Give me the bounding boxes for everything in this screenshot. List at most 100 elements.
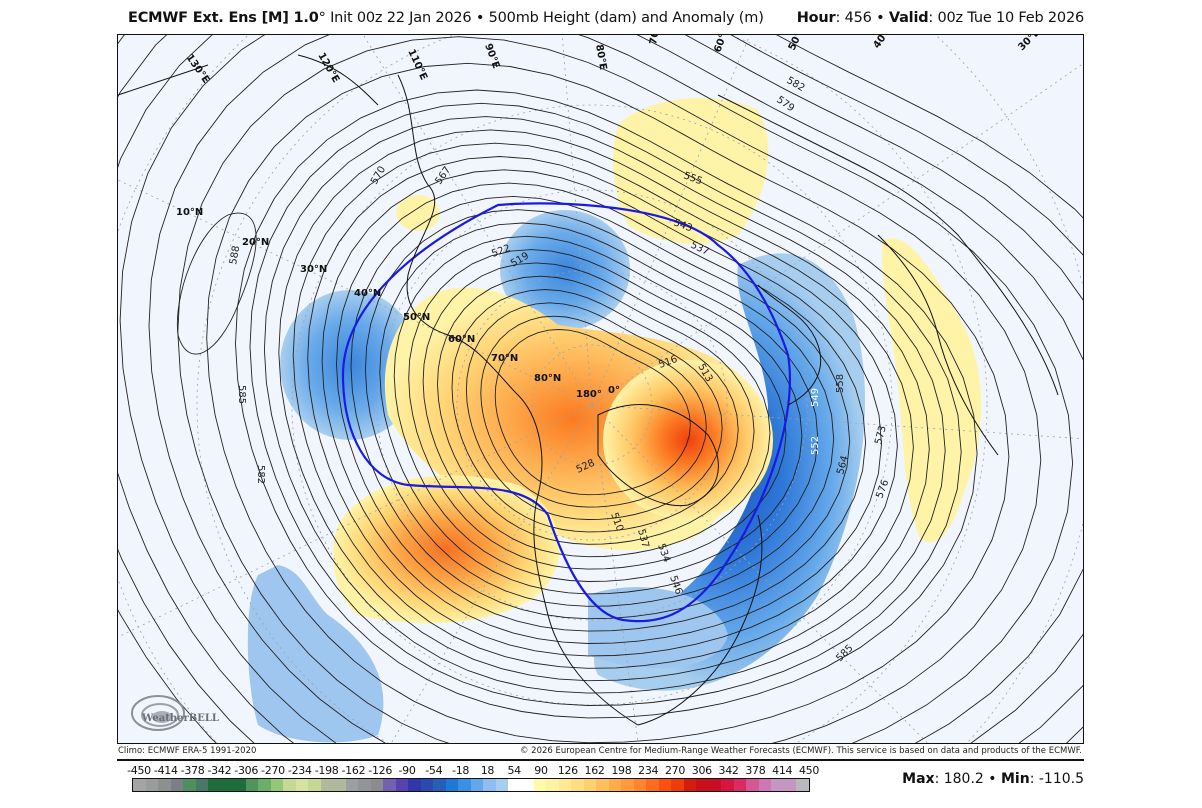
colorbar-swatch bbox=[258, 779, 271, 791]
colorbar-swatch bbox=[183, 779, 196, 791]
map-panel: 10°N 20°N 30°N 40°N 50°N 60°N 70°N 80°N 180° 0° 1… bbox=[117, 34, 1084, 744]
max-min-stats: Max: 180.2 • Min: -110.5 bbox=[902, 771, 1084, 787]
colorbar-swatch bbox=[433, 779, 446, 791]
colorbar-tick: 198 bbox=[611, 764, 632, 777]
map-canvas: 10°N 20°N 30°N 40°N 50°N 60°N 70°N 80°N 180° 0° 1… bbox=[118, 35, 1083, 743]
colorbar-swatch bbox=[646, 779, 659, 791]
colorbar-tick: 234 bbox=[638, 764, 659, 777]
colorbar-tick: -306 bbox=[234, 764, 259, 777]
height-contour-line bbox=[480, 315, 707, 508]
colorbar-swatch bbox=[370, 779, 384, 791]
contour-label: 588 bbox=[228, 245, 242, 266]
colorbar-swatch bbox=[571, 779, 584, 791]
contour-label: 534 bbox=[655, 542, 672, 564]
contour-label: 582 bbox=[785, 75, 807, 94]
height-contour-line bbox=[422, 262, 771, 558]
colorbar-tick: -414 bbox=[153, 764, 178, 777]
svg-text:WeatherBELL: WeatherBELL bbox=[141, 713, 219, 724]
height-contour-line bbox=[263, 116, 946, 694]
colorbar-swatch bbox=[270, 779, 284, 791]
colorbar-swatch bbox=[358, 779, 371, 791]
height-contour-line bbox=[321, 169, 882, 644]
height-contour-line bbox=[206, 62, 1010, 743]
colorbar-swatch bbox=[633, 779, 647, 791]
contour-label: 570 bbox=[369, 164, 388, 186]
reference-contour-540 bbox=[341, 202, 792, 623]
colorbar-swatch bbox=[608, 779, 622, 791]
colorbar-tick: 54 bbox=[507, 764, 521, 777]
coastlines bbox=[118, 54, 1059, 726]
colorbar-swatch bbox=[445, 779, 459, 791]
height-contour-line bbox=[278, 129, 930, 682]
colorbar-swatch bbox=[170, 779, 184, 791]
latitude-label: 10°N bbox=[176, 207, 203, 218]
latitude-label: 0° bbox=[608, 385, 620, 396]
colorbar-swatch bbox=[145, 779, 159, 791]
colorbar-swatch bbox=[345, 779, 359, 791]
weatherbell-logo: WeatherBELL bbox=[131, 695, 219, 731]
colorbar-swatch bbox=[733, 779, 747, 791]
colorbar-tick: -18 bbox=[452, 764, 470, 777]
colorbar-tick: 306 bbox=[691, 764, 712, 777]
contour-label: 585 bbox=[236, 385, 247, 404]
latitude-label: 30°N bbox=[300, 264, 327, 275]
colorbar-swatch bbox=[420, 779, 434, 791]
colorbar-swatch bbox=[533, 779, 547, 791]
colorbar-swatch bbox=[495, 779, 509, 791]
height-contour-line bbox=[437, 275, 755, 545]
colorbar-tick: 126 bbox=[557, 764, 578, 777]
colorbar-swatch bbox=[483, 779, 496, 791]
colorbar-swatch bbox=[696, 779, 709, 791]
colorbar-swatch bbox=[308, 779, 321, 791]
latitude-label: 20°N bbox=[242, 237, 269, 248]
height-contour-line bbox=[118, 35, 1083, 743]
height-contour-line bbox=[350, 195, 851, 620]
height-contour-line bbox=[119, 35, 1083, 743]
longitude-label: 80°E bbox=[593, 44, 608, 71]
colorbar-swatch bbox=[220, 779, 234, 791]
contour-588-high bbox=[176, 212, 257, 355]
height-contour-line bbox=[451, 289, 739, 533]
height-contour-line bbox=[364, 209, 835, 607]
valid-label: Valid bbox=[888, 10, 929, 26]
colorbar-swatch bbox=[783, 779, 797, 791]
latitude-label: 80°N bbox=[534, 373, 561, 384]
height-contour-line bbox=[118, 35, 1083, 743]
colorbar-tick: -450 bbox=[127, 764, 151, 777]
longitude-label: 130°E bbox=[184, 52, 212, 85]
colorbar-tick: -234 bbox=[287, 764, 312, 777]
contour-label: 564 bbox=[835, 454, 851, 475]
degree-symbol: ° bbox=[318, 10, 326, 26]
height-contour-line bbox=[249, 102, 962, 706]
colorbar-swatch bbox=[596, 779, 609, 791]
longitude-label: 120°E bbox=[315, 51, 341, 85]
contour-label: 567 bbox=[433, 165, 453, 187]
climatology-note: Climo: ECMWF ERA-5 1991-2020 bbox=[118, 746, 257, 756]
colorbar-swatch bbox=[395, 779, 409, 791]
contour-label: 549 bbox=[810, 388, 821, 407]
colorbar-swatch bbox=[320, 779, 334, 791]
colorbar-swatch bbox=[158, 779, 171, 791]
colorbar-tick: -90 bbox=[398, 764, 416, 777]
height-contour-line bbox=[148, 35, 1074, 743]
colorbar-tick: 90 bbox=[534, 764, 548, 777]
colorbar-tick: 18 bbox=[480, 764, 495, 777]
longitude-label: 90°E bbox=[482, 42, 501, 70]
height-contour-line bbox=[393, 235, 803, 582]
contour-label: 558 bbox=[835, 374, 846, 393]
colorbar-swatch bbox=[408, 779, 421, 791]
latitude-label: 70°N bbox=[491, 353, 518, 364]
footer-divider bbox=[117, 759, 1084, 761]
colorbar-swatch bbox=[746, 779, 759, 791]
height-contour-line bbox=[235, 89, 978, 719]
latitude-label: 180° bbox=[576, 389, 602, 400]
colorbar-swatch bbox=[721, 779, 734, 791]
colorbar-swatch bbox=[195, 779, 209, 791]
chart-title: ECMWF Ext. Ens [M] 1.0° Init 00z 22 Jan … bbox=[128, 10, 764, 26]
colorbar-swatch bbox=[520, 779, 534, 791]
height-contours bbox=[118, 35, 1083, 743]
colorbar-swatch bbox=[133, 779, 146, 791]
longitude-label: 70°E bbox=[648, 35, 663, 46]
contour-label: 582 bbox=[255, 465, 266, 484]
model-name: ECMWF Ext. Ens [M] 1.0 bbox=[128, 10, 319, 26]
